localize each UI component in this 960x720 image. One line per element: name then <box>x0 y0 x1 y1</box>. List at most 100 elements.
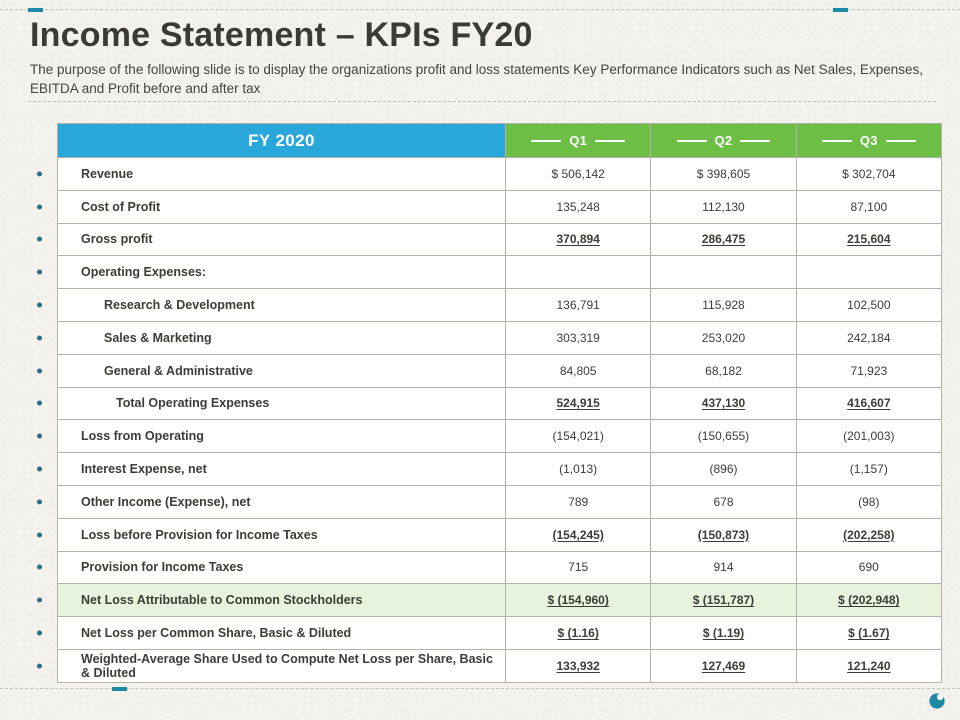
table-row: Interest Expense, net (1,013) (896) (1,157) <box>37 452 942 486</box>
row-value: $ (1.67) <box>795 616 942 650</box>
row-label: Total Operating Expenses <box>37 386 506 421</box>
row-value: 87,100 <box>795 189 942 224</box>
bullet-dot-icon <box>37 400 42 406</box>
row-value: (154,021) <box>504 419 652 454</box>
row-label: Weighted-Average Share Used to Compute N… <box>37 648 506 683</box>
row-label: Gross profit <box>37 222 506 257</box>
row-label: Other Income (Expense), net <box>37 484 506 519</box>
row-value: $ (151,787) <box>650 583 797 618</box>
table-row: Total Operating Expenses 524,915 437,130 41… <box>37 386 942 421</box>
subtitle-divider <box>28 101 936 102</box>
row-value: (98) <box>795 484 942 519</box>
table-row: Operating Expenses: <box>37 255 942 290</box>
row-value: 215,604 <box>795 222 942 257</box>
table-row: Net Loss Attributable to Common Stockhol… <box>37 583 942 618</box>
table-header-q2: Q2 <box>650 123 797 158</box>
table-row: Loss before Provision for Income Taxes (1… <box>37 517 942 552</box>
row-value: $ 398,605 <box>650 157 797 191</box>
row-label: Research & Development <box>37 288 506 322</box>
row-value: 690 <box>795 550 942 585</box>
bullet-dot-icon <box>37 499 42 505</box>
bullet-dot-icon <box>37 630 42 636</box>
row-label: Revenue <box>37 157 506 191</box>
row-label-text: Operating Expenses: <box>81 265 207 280</box>
bottom-left-accent-mark <box>112 687 127 691</box>
table-header-q3-label: Q3 <box>859 133 878 148</box>
decor-line-icon <box>595 139 626 142</box>
row-label-text: Sales & Marketing <box>104 330 212 345</box>
row-label: Provision for Income Taxes <box>37 550 506 585</box>
row-value: 437,130 <box>650 386 797 421</box>
table-header-q1-label: Q1 <box>569 133 588 148</box>
row-value: 253,020 <box>650 320 797 355</box>
bullet-dot-icon <box>37 466 42 472</box>
row-label: Operating Expenses: <box>37 255 506 290</box>
row-label-text: General & Administrative <box>104 363 253 378</box>
table-row: Other Income (Expense), net 789 678 (98) <box>37 484 942 519</box>
table-header-q2-label: Q2 <box>714 133 733 148</box>
row-value: 242,184 <box>795 320 942 355</box>
row-label-text: Loss from Operating <box>81 429 204 444</box>
row-value: $ (202,948) <box>795 583 942 618</box>
bullet-dot-icon <box>37 269 42 275</box>
table-row: Gross profit 370,894 286,475 215,604 <box>37 222 942 257</box>
table-header-q1: Q1 <box>504 123 652 158</box>
row-value: $ 506,142 <box>504 157 652 191</box>
decor-line-icon <box>531 139 562 142</box>
row-value: (150,873) <box>650 517 797 552</box>
row-value: 121,240 <box>795 648 942 683</box>
row-label: General & Administrative <box>37 353 506 388</box>
row-value: 789 <box>504 484 652 519</box>
row-value: 914 <box>650 550 797 585</box>
row-value: 524,915 <box>504 386 652 421</box>
top-left-accent-mark <box>28 8 43 12</box>
row-value: $ 302,704 <box>795 157 942 191</box>
bullet-dot-icon <box>37 597 42 603</box>
row-label-text: Net Loss per Common Share, Basic & Dilut… <box>81 626 352 641</box>
row-label-text: Weighted-Average Share Used to Compute N… <box>81 651 493 680</box>
table-row: Cost of Profit 135,248 112,130 87,100 <box>37 189 942 224</box>
row-value: 102,500 <box>795 288 942 322</box>
bullet-dot-icon <box>37 302 42 308</box>
row-value: (150,655) <box>650 419 797 454</box>
row-label: Net Loss per Common Share, Basic & Dilut… <box>37 616 506 650</box>
row-value: (896) <box>650 452 797 486</box>
row-value: 71,923 <box>795 353 942 388</box>
row-value: 715 <box>504 550 652 585</box>
row-label: Loss from Operating <box>37 419 506 454</box>
row-value <box>504 255 652 290</box>
row-value: (202,258) <box>795 517 942 552</box>
table-container: FY 2020 Q1 Q2 <box>37 123 942 683</box>
row-label: Cost of Profit <box>37 189 506 224</box>
income-statement-table: FY 2020 Q1 Q2 <box>37 123 942 683</box>
table-row: Sales & Marketing 303,319 253,020 242,184 <box>37 320 942 355</box>
row-label: Sales & Marketing <box>37 320 506 355</box>
row-value: 286,475 <box>650 222 797 257</box>
table-row: Loss from Operating (154,021) (150,655) (20… <box>37 419 942 454</box>
logo-icon <box>929 693 945 709</box>
table-header-fy2020: FY 2020 <box>57 123 506 158</box>
bullet-dot-icon <box>37 236 42 242</box>
row-value: (201,003) <box>795 419 942 454</box>
decor-line-icon <box>676 139 707 142</box>
top-dashed-border <box>0 9 960 10</box>
row-label-text: Revenue <box>81 166 134 181</box>
table-row: General & Administrative 84,805 68,182 71,9… <box>37 353 942 388</box>
row-value: 135,248 <box>504 189 652 224</box>
row-value <box>650 255 797 290</box>
row-label: Interest Expense, net <box>37 452 506 486</box>
row-value: $ (1.19) <box>650 616 797 650</box>
table-row: Revenue $ 506,142 $ 398,605 $ 302,704 <box>37 157 942 191</box>
table-row: Research & Development 136,791 115,928 102,… <box>37 288 942 322</box>
row-value <box>795 255 942 290</box>
bullet-dot-icon <box>37 171 42 177</box>
row-value: (1,013) <box>504 452 652 486</box>
top-right-accent-mark <box>833 8 848 12</box>
decor-line-icon <box>740 139 771 142</box>
table-row: Net Loss per Common Share, Basic & Dilut… <box>37 616 942 650</box>
bullet-dot-icon <box>37 335 42 341</box>
row-value: 115,928 <box>650 288 797 322</box>
row-value: 370,894 <box>504 222 652 257</box>
row-label-text: Interest Expense, net <box>81 462 207 477</box>
row-label-text: Total Operating Expenses <box>116 396 270 411</box>
